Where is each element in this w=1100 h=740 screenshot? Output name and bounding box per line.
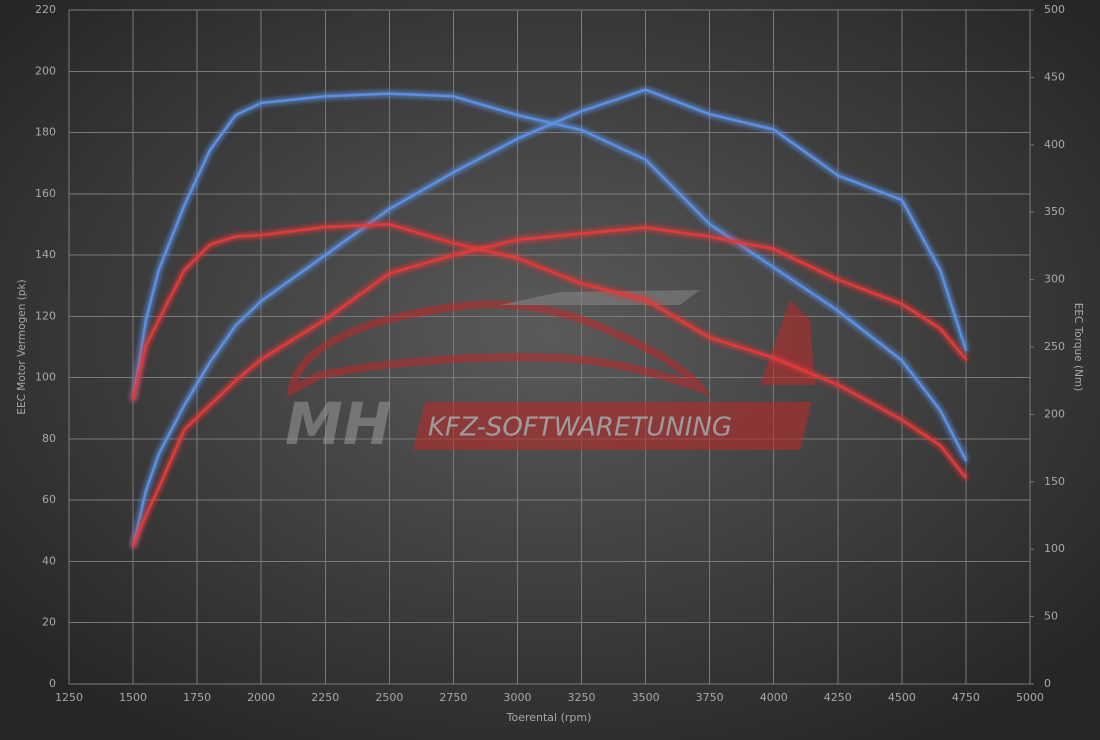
y-tick-label: 60 (42, 493, 56, 506)
x-tick-label: 3000 (503, 691, 531, 704)
lines (131, 88, 968, 548)
y-tick-label: 40 (42, 554, 56, 567)
series-line (131, 223, 968, 480)
y-tick-label: 220 (35, 3, 56, 16)
y-tick-label: 120 (35, 309, 56, 322)
watermark: MH KFZ-SOFTWARETUNING (285, 290, 815, 458)
y-tick-label: 0 (49, 677, 56, 690)
x-tick-label: 4000 (760, 691, 788, 704)
y-tick-label: 160 (35, 187, 56, 200)
watermark-logo: MH (285, 390, 391, 458)
x-tick-label: 1500 (119, 691, 147, 704)
x-axis-label: Toerental (rpm) (506, 711, 592, 724)
x-tick-label: 2750 (439, 691, 467, 704)
series-line (131, 88, 968, 548)
x-tick-label: 2250 (311, 691, 339, 704)
x-tick-label: 3750 (696, 691, 724, 704)
y-tick-label: 100 (35, 371, 56, 384)
y2-tick-label: 200 (1044, 407, 1065, 420)
y2-tick-label: 100 (1044, 542, 1065, 555)
watermark-car (286, 300, 712, 398)
y-tick-label: 180 (35, 126, 56, 139)
x-tick-label: 3250 (568, 691, 596, 704)
y-tick-label: 80 (42, 432, 56, 445)
series-line (131, 92, 968, 462)
y-tick-label: 140 (35, 248, 56, 261)
y-tick-label: 200 (35, 64, 56, 77)
y2-tick-label: 150 (1044, 475, 1065, 488)
x-tick-label: 2500 (375, 691, 403, 704)
x-tick-label: 2000 (247, 691, 275, 704)
x-tick-label: 3500 (632, 691, 660, 704)
x-tick-label: 4250 (824, 691, 852, 704)
x-tick-label: 1250 (55, 691, 83, 704)
y2-tick-label: 500 (1044, 3, 1065, 16)
watermark-tail (760, 300, 815, 385)
grid (68, 9, 1034, 685)
x-tick-label: 4500 (888, 691, 916, 704)
watermark-text: KFZ-SOFTWARETUNING (428, 413, 732, 443)
y2-axis-label: EEC Torque (Nm) (1072, 303, 1084, 392)
y2-tick-label: 350 (1044, 205, 1065, 218)
y2-tick-label: 450 (1044, 70, 1065, 83)
y-tick-label: 20 (42, 616, 56, 629)
x-tick-label: 5000 (1016, 691, 1044, 704)
y2-tick-label: 400 (1044, 138, 1065, 151)
y2-tick-label: 50 (1044, 610, 1058, 623)
x-tick-label: 1750 (183, 691, 211, 704)
y2-tick-label: 0 (1044, 677, 1051, 690)
y2-tick-label: 300 (1044, 273, 1065, 286)
y-axis-label: EEC Motor Vermogen (pk) (16, 279, 28, 414)
series-line (131, 226, 968, 548)
x-tick-label: 4750 (952, 691, 980, 704)
watermark-banner (413, 402, 812, 450)
y2-tick-label: 250 (1044, 340, 1065, 353)
